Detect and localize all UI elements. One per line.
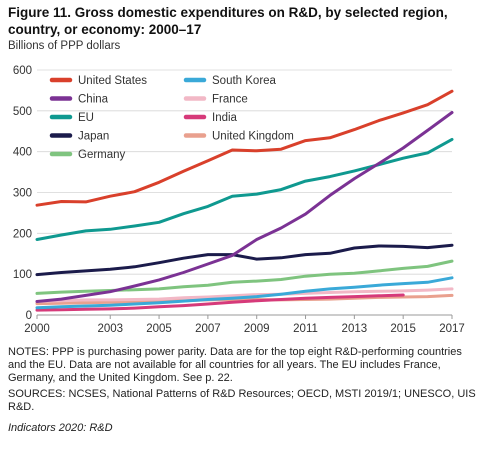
x-tick-label: 2015	[390, 323, 416, 335]
legend-label-france: France	[212, 94, 248, 106]
x-axis-ticks: 2000 2003 2005 2007 2009 2011 2013 2015 2017	[24, 315, 465, 335]
x-tick-label: 2009	[244, 323, 270, 335]
figure-notes: NOTES: PPP is purchasing power parity. D…	[8, 346, 462, 385]
x-tick-label: 2013	[342, 323, 368, 335]
x-tick-label: 2000	[24, 323, 50, 335]
series-line-united-kingdom	[35, 293, 454, 306]
legend-label-eu: EU	[78, 112, 94, 124]
x-tick-label: 2007	[195, 323, 221, 335]
legend-label-china: China	[78, 94, 109, 106]
figure-credit: Indicators 2020: R&D	[8, 422, 113, 434]
y-tick-label: 200	[13, 228, 32, 240]
y-tick-label: 600	[13, 65, 32, 77]
y-tick-label: 500	[13, 106, 32, 118]
legend-label-united-kingdom: United Kingdom	[212, 131, 294, 143]
legend-label-japan: Japan	[78, 131, 109, 143]
series-line-china	[35, 111, 454, 303]
figure-sources: SOURCES: NCSES, National Patterns of R&D…	[8, 388, 476, 414]
series-lines	[35, 89, 454, 312]
x-tick-label: 2005	[146, 323, 172, 335]
legend-label-india: India	[212, 112, 238, 124]
figure-title: Figure 11. Gross domestic expenditures o…	[8, 5, 448, 37]
legend-label-germany: Germany	[78, 149, 126, 161]
series-line-india	[35, 293, 405, 312]
legend: United States China EU Japan Germany South Ko…	[49, 75, 294, 161]
series-line-south-korea	[35, 276, 454, 310]
y-tick-label: 0	[26, 310, 32, 322]
legend-label-united-states: United States	[78, 75, 147, 87]
x-tick-label: 2017	[439, 323, 465, 335]
legend-label-south-korea: South Korea	[212, 75, 277, 87]
series-line-eu	[35, 137, 454, 241]
y-tick-label: 400	[13, 147, 32, 159]
y-axis-ticks: 0 100 200 300 400 500 600	[13, 65, 32, 322]
x-tick-label: 2003	[97, 323, 123, 335]
series-line-france	[35, 287, 454, 303]
series-line-japan	[35, 243, 454, 277]
y-tick-label: 100	[13, 269, 32, 281]
y-axis-unit-label: Billions of PPP dollars	[8, 40, 121, 52]
series-line-united-states	[35, 89, 454, 207]
gridlines	[37, 69, 452, 316]
y-tick-label: 300	[13, 188, 32, 200]
x-tick-label: 2011	[293, 323, 318, 335]
series-line-germany	[35, 259, 454, 295]
line-chart: 0 100 200 300 400 500 600 2000 2003 2005 2007 2009…	[13, 65, 465, 335]
